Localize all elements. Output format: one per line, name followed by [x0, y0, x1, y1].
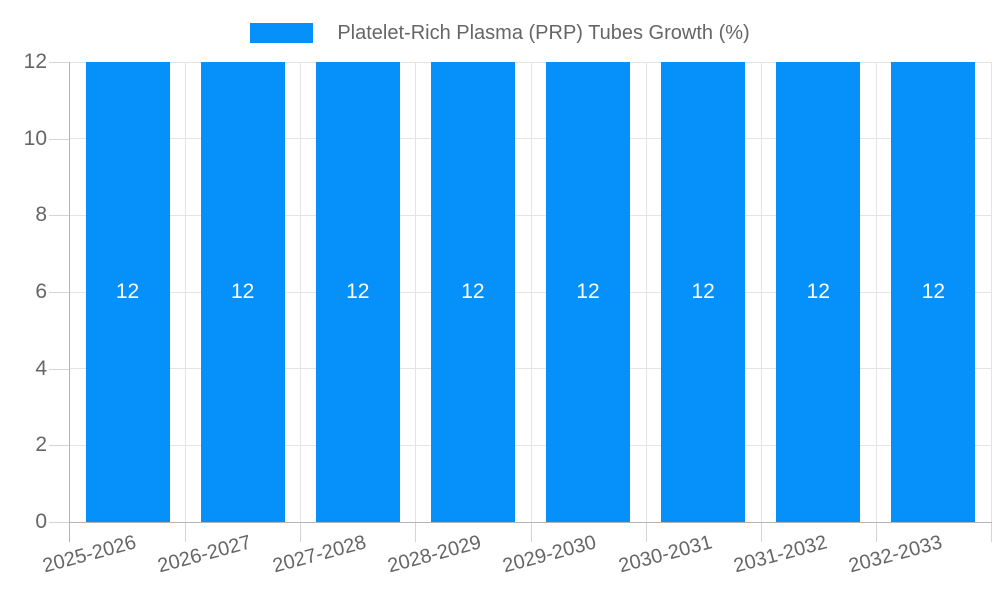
y-axis-tick-label: 8 — [35, 203, 47, 227]
x-axis-tick — [875, 522, 877, 542]
legend: Platelet-Rich Plasma (PRP) Tubes Growth … — [0, 16, 1000, 50]
bar[interactable] — [430, 62, 515, 522]
bar[interactable] — [776, 62, 861, 522]
bar-value-label: 12 — [346, 280, 370, 303]
gridline-vertical — [875, 62, 877, 522]
bar[interactable] — [891, 62, 976, 522]
x-axis-tick — [530, 522, 532, 542]
y-axis-line — [69, 62, 70, 542]
bar-value-label: 12 — [461, 280, 485, 303]
x-axis-tick — [645, 522, 647, 542]
y-axis-tick-label: 6 — [35, 280, 47, 303]
y-axis-tick — [49, 368, 69, 370]
y-axis-tick — [49, 292, 69, 293]
x-axis-tick — [185, 522, 187, 542]
y-axis-tick — [49, 445, 69, 447]
y-axis-tick — [49, 138, 69, 140]
gridline-vertical — [300, 62, 302, 522]
gridline-vertical — [991, 62, 992, 522]
gridline-vertical — [530, 62, 532, 522]
x-axis-tick — [300, 522, 302, 542]
bar-value-label: 12 — [691, 280, 715, 303]
y-axis-tick-label: 10 — [23, 126, 47, 150]
legend-swatch — [250, 23, 314, 43]
x-axis-tick-label: 2026-2027 — [155, 531, 254, 578]
y-axis-tick — [49, 62, 69, 63]
bar[interactable] — [661, 62, 746, 522]
bar[interactable] — [315, 62, 400, 522]
x-axis-tick-label: 2031-2032 — [731, 531, 830, 578]
gridline-vertical — [645, 62, 647, 522]
x-axis-tick-label: 2025-2026 — [40, 531, 139, 578]
gridline-vertical — [760, 62, 762, 522]
legend-label: Platelet-Rich Plasma (PRP) Tubes Growth … — [337, 21, 750, 44]
gridline-vertical — [185, 62, 187, 522]
bar-value-label: 12 — [115, 280, 140, 303]
bar[interactable] — [85, 62, 170, 522]
bar-value-label: 12 — [231, 280, 255, 303]
x-axis-tick — [415, 522, 417, 542]
x-axis-tick-label: 2032-2033 — [846, 531, 945, 578]
x-axis-tick-label: 2028-2029 — [385, 531, 484, 578]
y-axis-tick-label: 12 — [23, 50, 47, 73]
x-axis-line — [69, 522, 992, 523]
x-axis-tick-label: 2029-2030 — [500, 531, 599, 578]
legend-item[interactable]: Platelet-Rich Plasma (PRP) Tubes Growth … — [250, 21, 750, 45]
bar[interactable] — [200, 62, 285, 522]
gridline-vertical — [415, 62, 417, 522]
bar[interactable] — [546, 62, 631, 522]
y-axis-tick — [49, 522, 69, 523]
y-axis-tick-label: 0 — [35, 510, 47, 533]
x-axis-tick — [760, 522, 762, 542]
y-axis-tick-label: 4 — [35, 356, 47, 380]
bar-value-label: 12 — [806, 280, 830, 303]
bar-value-label: 12 — [921, 280, 946, 303]
x-axis-tick-label: 2027-2028 — [270, 531, 369, 578]
y-axis-tick — [49, 215, 69, 217]
bar-value-label: 12 — [576, 280, 600, 303]
x-axis-tick — [991, 522, 992, 542]
y-axis-tick-label: 2 — [35, 433, 47, 457]
x-axis-tick-label: 2030-2031 — [615, 531, 715, 578]
